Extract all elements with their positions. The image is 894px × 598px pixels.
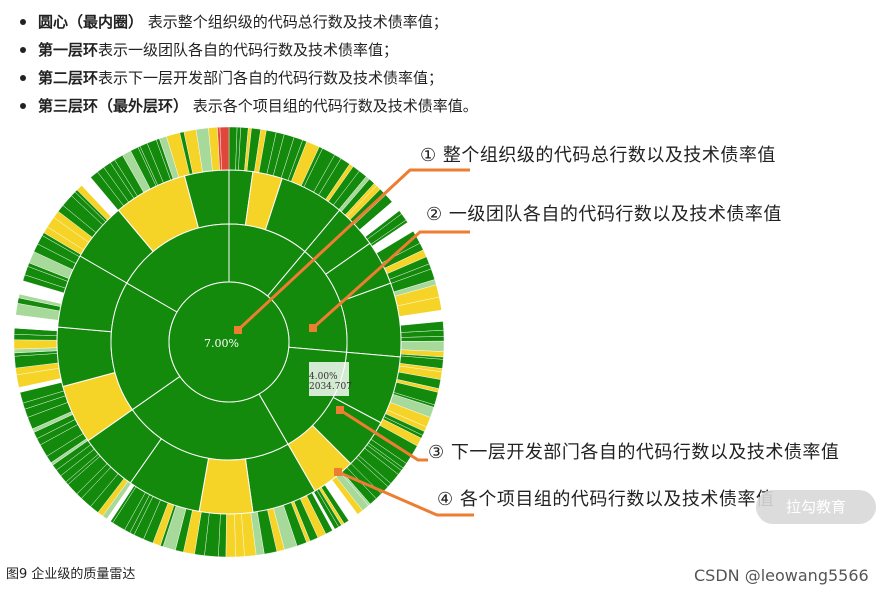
- legend-bullet-list: 圆心（最内圈） 表示整个组织级的代码总行数及技术债率值； 第一层环表示一级团队各…: [14, 8, 478, 120]
- tooltip-line-1: 4.00%: [309, 372, 338, 382]
- bullet-bold: 圆心（最内圈）: [38, 13, 144, 31]
- callout-lines: [234, 168, 474, 517]
- bullet-item: 圆心（最内圈） 表示整个组织级的代码总行数及技术债率值；: [14, 8, 478, 36]
- callout-line: [337, 470, 474, 517]
- callout-line: [339, 408, 428, 462]
- tooltip-line-2: 2034.707: [309, 382, 352, 392]
- bullet-bold: 第三层环（最外层环）: [38, 97, 189, 115]
- bullet-text: 表示下一层开发部门各自的代码行数及技术债率值；: [98, 69, 444, 87]
- bullet-dot: [20, 75, 26, 81]
- tooltip-box: [309, 362, 349, 396]
- bullet-bold: 第二层环: [38, 69, 99, 87]
- callout-line: [236, 168, 470, 332]
- outer-ring-segment: [219, 126, 230, 171]
- bullet-dot: [20, 47, 26, 53]
- outer-ring-segment: [225, 513, 236, 558]
- callout-1: ① 整个组织级的代码总行数以及技术债率值: [420, 145, 776, 166]
- bullet-text: 表示各个项目组的代码行数及技术债率值。: [188, 97, 478, 115]
- tooltip-text: 4.00% 2034.707: [309, 372, 352, 392]
- bullet-item: 第一层环表示一级团队各自的代码行数及技术债率值；: [14, 36, 478, 64]
- callout-anchor: [334, 468, 342, 476]
- callout-3: ③ 下一层开发部门各自的代码行数以及技术债率值: [428, 442, 840, 463]
- first-ring-segments: [110, 223, 348, 461]
- callout-2: ② 一级团队各自的代码行数以及技术债率值: [426, 204, 782, 225]
- bullet-text: 表示整个组织级的代码总行数及技术债率值；: [143, 13, 448, 31]
- bullet-bold: 第一层环: [38, 41, 99, 59]
- bullet-item: 第三层环（最外层环） 表示各个项目组的代码行数及技术债率值。: [14, 92, 478, 120]
- callout-4: ④ 各个项目组的代码行数以及技术债率值: [437, 489, 775, 510]
- callout-line: [311, 230, 470, 330]
- figure-caption: 图9 企业级的质量雷达: [6, 567, 136, 582]
- center-value-label: 7.00%: [204, 337, 239, 350]
- bullet-dot: [20, 19, 26, 25]
- bullet-item: 第二层环表示下一层开发部门各自的代码行数及技术债率值；: [14, 64, 478, 92]
- bullet-dot: [20, 103, 26, 109]
- bullet-text: 表示一级团队各自的代码行数及技术债率值；: [98, 41, 399, 59]
- callout-anchor: [234, 326, 242, 334]
- csdn-watermark: CSDN @leowang5566: [694, 566, 869, 585]
- lagou-watermark: 拉勾教育: [756, 490, 876, 524]
- callout-anchor: [309, 324, 317, 332]
- callout-anchor: [336, 406, 344, 414]
- outer-ring-segment: [13, 339, 58, 350]
